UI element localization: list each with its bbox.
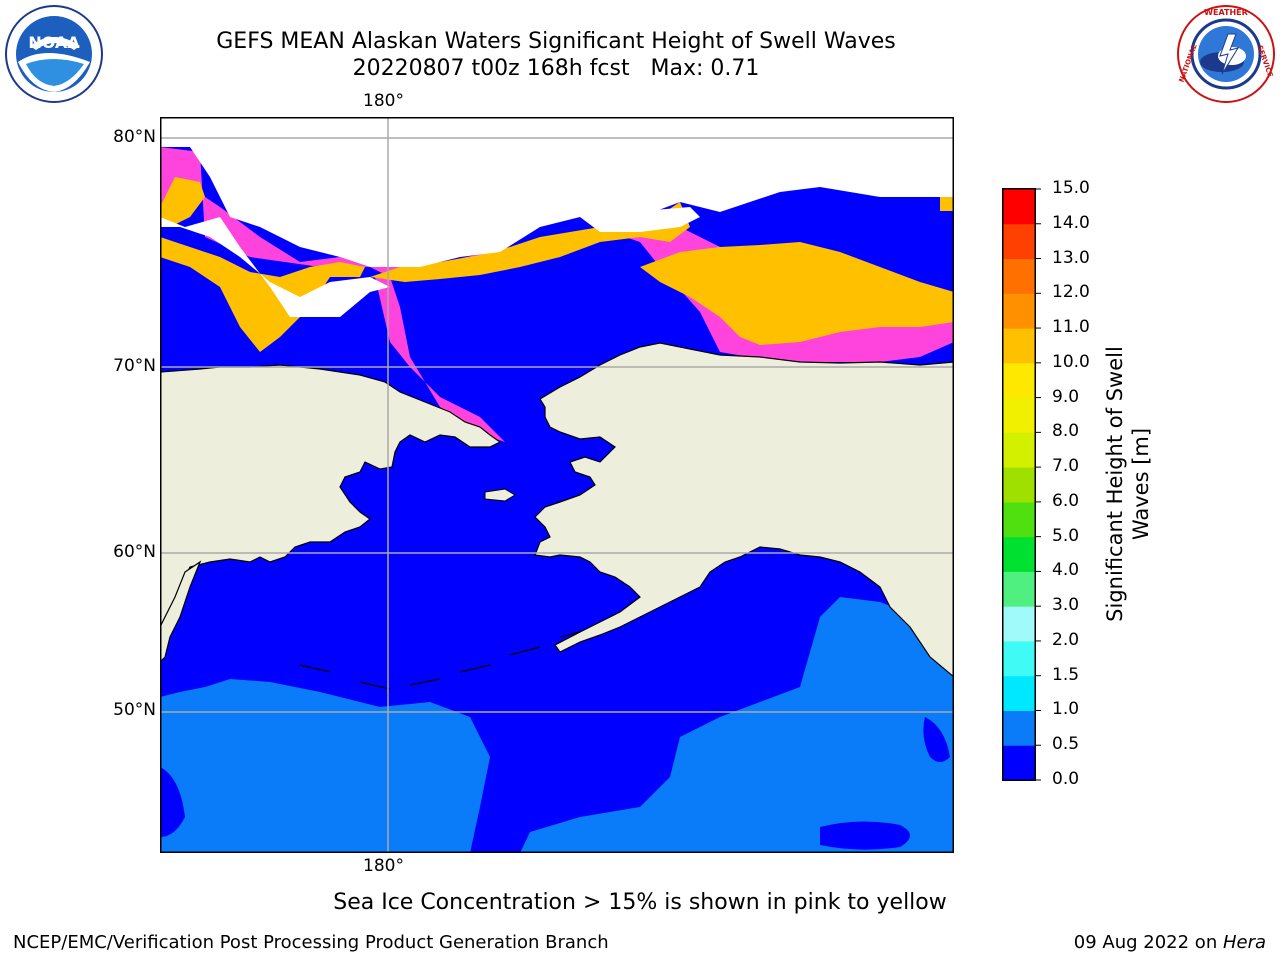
colorbar-frame xyxy=(1002,188,1036,781)
colorbar-segment xyxy=(1003,223,1035,260)
colorbar-segment xyxy=(1003,571,1035,607)
title-line-1: GEFS MEAN Alaskan Waters Significant Hei… xyxy=(216,29,896,54)
colorbar-tick-label: 6.0 xyxy=(1052,490,1080,511)
wave-height-map xyxy=(160,117,954,853)
svg-text:WEATHER: WEATHER xyxy=(1204,8,1248,17)
lat-label-70n: 70°N xyxy=(113,356,156,376)
colorbar-tick-label: 12.0 xyxy=(1052,282,1090,303)
colorbar-segment xyxy=(1003,189,1035,225)
swell-patch-dark-3 xyxy=(160,767,185,837)
sea-ice-yellow-west xyxy=(160,237,365,352)
colorbar-tick-label: 5.0 xyxy=(1052,525,1080,546)
title-line-2: 20220807 t00z 168h fcst Max: 0.71 xyxy=(352,56,760,81)
colorbar-segment xyxy=(1003,467,1035,503)
colorbar-tick-label: 15.0 xyxy=(1052,178,1090,198)
footer-branch: NCEP/EMC/Verification Post Processing Pr… xyxy=(13,932,609,953)
noaa-logo-icon: NOAA xyxy=(5,5,103,103)
colorbar-segment xyxy=(1003,293,1035,329)
colorbar-segment xyxy=(1003,258,1035,294)
swell-region-0-5m-east xyxy=(520,597,954,853)
colorbar-tick-label: 0.5 xyxy=(1052,734,1080,755)
chart-title: GEFS MEAN Alaskan Waters Significant Hei… xyxy=(156,28,956,82)
colorbar-tick-label: 0.0 xyxy=(1052,769,1080,789)
lat-label-60n: 60°N xyxy=(113,542,156,562)
land-aleutians xyxy=(299,631,581,690)
ice-gap-white-3 xyxy=(160,117,954,267)
noaa-logo-text: NOAA xyxy=(28,33,80,52)
swell-region-0-5m xyxy=(160,679,490,853)
colorbar-segment xyxy=(1003,501,1035,538)
colorbar-tick-label: 13.0 xyxy=(1052,247,1090,268)
sea-ice-yellow-north xyxy=(370,202,690,282)
colorbar-tick-label: 14.0 xyxy=(1052,212,1090,233)
colorbar-tick-label: 1.5 xyxy=(1052,664,1080,685)
map-frame xyxy=(160,117,954,853)
swell-patch-dark-1 xyxy=(820,821,910,850)
colorbar-segment xyxy=(1003,745,1035,781)
colorbar-tick-label: 11.0 xyxy=(1052,317,1090,338)
colorbar xyxy=(1002,188,1041,781)
land-st-lawrence xyxy=(484,488,516,502)
nws-logo-icon: WEATHER NATIONAL SERVICE xyxy=(1177,5,1275,103)
colorbar-segment xyxy=(1003,675,1035,711)
lon-label-bottom: 180° xyxy=(363,856,404,876)
colorbar-segment xyxy=(1003,432,1035,468)
colorbar-tick-label: 1.0 xyxy=(1052,699,1080,720)
colorbar-label: Significant Height of Swell Waves [m] xyxy=(1103,346,1153,622)
lat-label-50n: 50°N xyxy=(113,700,156,720)
footer-machine: Hera xyxy=(1222,932,1266,953)
colorbar-tick-label: 8.0 xyxy=(1052,421,1080,442)
footer-date-text: 09 Aug 2022 on xyxy=(1073,932,1223,953)
sea-ice-yellow-far-ne xyxy=(940,197,954,211)
colorbar-segment xyxy=(1003,536,1035,572)
colorbar-segment xyxy=(1003,328,1035,364)
land-kamchatka xyxy=(160,560,202,663)
graticule xyxy=(160,117,954,853)
ice-gap-white-1 xyxy=(160,217,390,317)
colorbar-segment xyxy=(1003,710,1035,746)
colorbar-segment xyxy=(1003,640,1035,677)
footer-date: 09 Aug 2022 on Hera xyxy=(1074,932,1266,953)
sea-ice-note: Sea Ice Concentration > 15% is shown in … xyxy=(333,890,947,915)
lon-label-top: 180° xyxy=(363,91,404,111)
colorbar-tick-label: 9.0 xyxy=(1052,386,1080,407)
colorbar-tick-label: 2.0 xyxy=(1052,629,1080,650)
colorbar-tick-label: 3.0 xyxy=(1052,595,1080,616)
swell-patch-dark-2 xyxy=(923,717,950,762)
sea-ice-yellow-far-nw xyxy=(160,177,205,227)
lat-label-80n: 80°N xyxy=(113,127,156,147)
sea-ice-yellow-east xyxy=(640,242,954,345)
colorbar-tick-label: 4.0 xyxy=(1052,560,1080,581)
colorbar-segment xyxy=(1003,606,1035,642)
land-siberia xyxy=(160,364,502,628)
land-alaska xyxy=(534,342,954,678)
colorbar-tick-label: 10.0 xyxy=(1052,351,1090,372)
colorbar-tick-label: 7.0 xyxy=(1052,456,1080,477)
ice-gap-white-2 xyxy=(580,207,700,232)
colorbar-segment xyxy=(1003,397,1035,433)
colorbar-segment xyxy=(1003,362,1035,399)
